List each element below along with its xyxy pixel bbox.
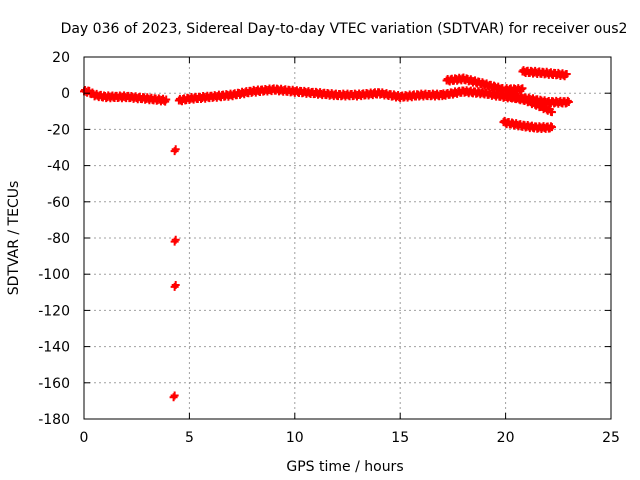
y-tick-label: -20 (47, 122, 70, 138)
x-tick-label: 0 (80, 430, 89, 446)
y-tick-label: 0 (61, 86, 70, 102)
data-point (162, 95, 171, 104)
y-tick-label: -120 (38, 303, 70, 319)
data-point (518, 84, 527, 93)
x-tick-label: 5 (185, 430, 194, 446)
data-point (547, 123, 556, 132)
x-axis-label: GPS time / hours (286, 459, 403, 475)
y-tick-label: -100 (38, 267, 70, 283)
data-point (563, 96, 572, 105)
data-point (547, 108, 556, 117)
outlier-point (171, 145, 180, 154)
y-axis-label: SDTVAR / TECUs (6, 181, 22, 296)
data-layer (80, 66, 573, 402)
y-tick-label: -160 (38, 376, 70, 392)
y-tick-label: 20 (52, 50, 70, 66)
x-tick-label: 15 (391, 430, 409, 446)
y-tick-label: -60 (47, 195, 70, 211)
outlier-point (170, 391, 179, 400)
tick-layer (83, 56, 612, 420)
y-tick-label: -140 (38, 340, 70, 356)
x-tick-label: 25 (602, 430, 620, 446)
chart-title: Day 036 of 2023, Sidereal Day-to-day VTE… (61, 21, 628, 37)
outlier-point (171, 281, 180, 290)
y-tick-label: -180 (38, 412, 70, 428)
plot-frame (83, 56, 612, 420)
outlier-point (171, 235, 180, 244)
tick-label-layer: 0 5 10 15 20 25 20 0 -20 -40 -60 -80 -100 -120 -140 -16… (38, 50, 620, 446)
data-point (562, 70, 571, 79)
y-tick-label: -80 (47, 231, 70, 247)
x-tick-label: 20 (497, 430, 515, 446)
data-point (564, 97, 573, 106)
x-tick-label: 10 (286, 430, 304, 446)
grid-layer (84, 57, 611, 419)
y-tick-label: -40 (47, 159, 70, 175)
